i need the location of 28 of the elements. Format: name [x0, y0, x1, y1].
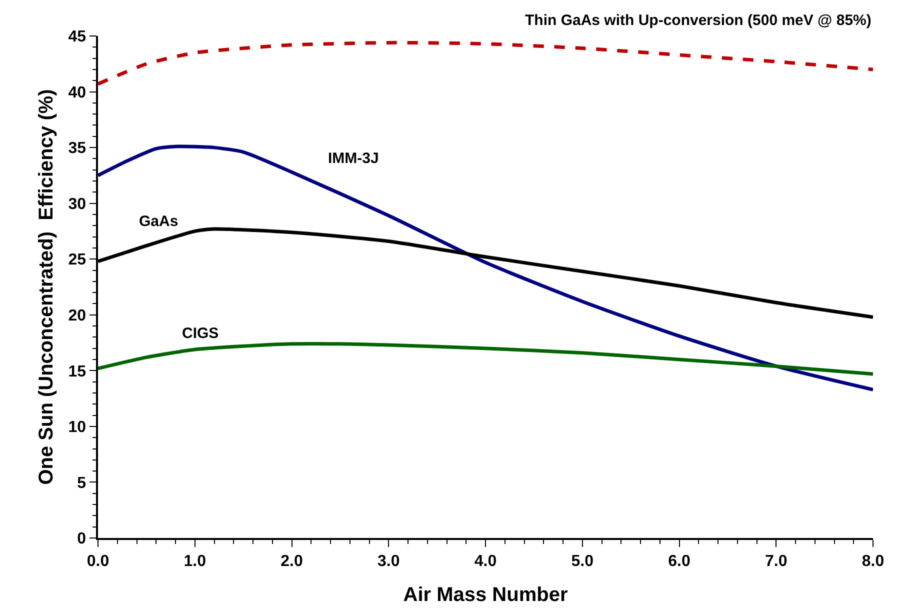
x-tick-label: 1.0 — [184, 552, 206, 570]
x-tick-label: 8.0 — [862, 552, 884, 570]
y-tick-label: 10 — [68, 419, 86, 436]
y-tick-label: 5 — [77, 474, 86, 492]
x-tick-label: 7.0 — [765, 552, 788, 570]
y-axis-title: One Sun (Unconcentrated) Efficiency (%) — [35, 89, 58, 485]
line-series — [98, 342, 873, 376]
x-tick-label: 4.0 — [474, 552, 497, 570]
x-tick-label: 6.0 — [668, 552, 690, 570]
y-tick-label: 35 — [68, 140, 86, 158]
y-tick-label: 0 — [77, 530, 86, 548]
y-tick-label: 15 — [68, 363, 86, 380]
y-tick-label: 40 — [68, 84, 86, 102]
x-tick-label: 5.0 — [571, 552, 594, 570]
series-label: CIGS — [182, 325, 219, 342]
line-series — [98, 40, 873, 86]
x-axis-title: Air Mass Number — [403, 584, 568, 606]
series-label: GaAs — [139, 213, 178, 230]
series-label: IMM-3J — [328, 150, 379, 167]
y-tick-label: 45 — [68, 28, 86, 46]
series-label: Thin GaAs with Up-conversion (500 meV @ 85%) — [525, 12, 872, 29]
y-tick-label: 20 — [68, 307, 86, 324]
y-tick-label: 25 — [68, 252, 86, 269]
line-series — [98, 144, 873, 392]
y-tick-label: 30 — [68, 196, 86, 213]
x-tick-label: 3.0 — [378, 552, 400, 570]
x-tick-label: 0.0 — [86, 552, 110, 570]
x-tick-label: 2.0 — [280, 552, 303, 570]
